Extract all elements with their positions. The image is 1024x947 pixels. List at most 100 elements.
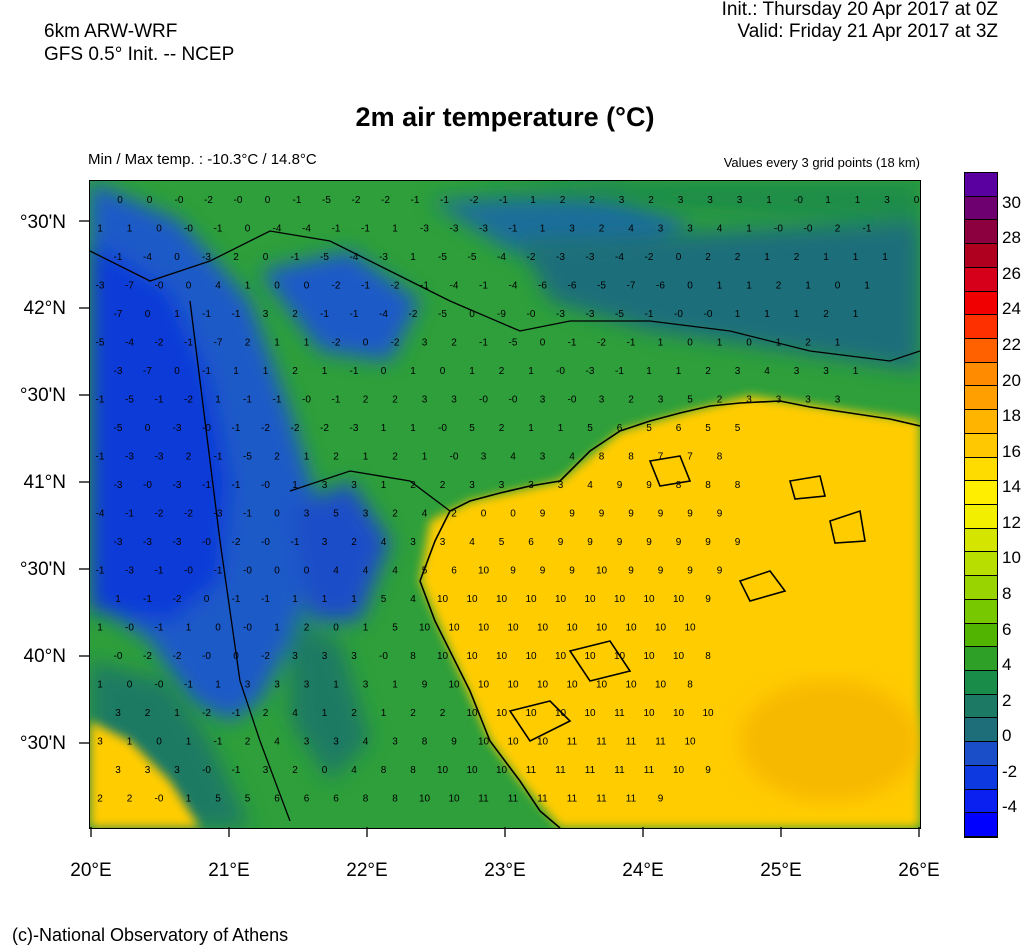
colorbar-label: 16 [1002,441,1021,461]
grid-value: -1 [499,195,508,206]
grid-value: -1 [184,338,193,349]
grid-value: 3 [540,395,546,406]
grid-value: 2 [304,623,310,634]
grid-value: 8 [735,480,741,491]
grid-value: 1 [186,737,192,748]
grid-value: -1 [232,708,241,719]
grid-value: 1 [127,224,133,235]
grid-value: 3 [658,224,664,235]
colorbar-swatch [965,196,997,221]
grid-value: 10 [525,651,537,662]
grid-value: -3 [586,252,595,263]
grid-value: -0 [774,224,783,235]
grid-value: 3 [687,224,693,235]
lat-label: 40°N [23,646,66,667]
grid-value: -7 [125,281,134,292]
grid-value: 1 [263,366,269,377]
grid-value: -1 [411,195,420,206]
grid-value: 10 [566,623,578,634]
grid-value: 8 [705,651,711,662]
grid-value: 0 [245,224,251,235]
grid-value: -2 [332,338,341,349]
grid-value: -4 [302,224,311,235]
colorbar-swatch [965,410,997,434]
grid-value: 9 [646,480,652,491]
warm-patch [740,681,920,801]
grid-value: 5 [215,794,221,805]
grid-value: -0 [527,309,536,320]
grid-value: 10 [555,708,567,719]
grid-value: 2 [127,794,133,805]
colorbar-swatch [965,481,997,505]
grid-value: -0 [114,651,123,662]
model-init-source: GFS 0.5° Init. -- NCEP [44,44,235,65]
grid-value: 3 [884,195,890,206]
grid-value: -2 [409,309,418,320]
grid-value: 11 [567,794,578,805]
grid-value: -1 [479,281,488,292]
grid-value: 10 [478,680,490,691]
grid-value: -3 [556,309,565,320]
grid-value: 10 [537,737,549,748]
grid-value: 4 [764,366,770,377]
grid-value: -1 [96,566,105,577]
grid-value: 0 [333,623,339,634]
grid-value: -3 [114,537,123,548]
grid-value: 6 [451,566,457,577]
grid-value: -0 [794,195,803,206]
grid-value: 11 [508,794,519,805]
grid-value: 1 [825,195,831,206]
temperature-map: 0 0 -0 -2 -0 0 -1 -5 -2 -2 -1 -1 -2 -1 1 2 2 3 2 3 3 3 1 -0 1 1 3 0… [89,180,921,829]
grid-value: -3 [479,224,488,235]
grid-value: -0 [261,537,270,548]
grid-value: 10 [684,737,696,748]
grid-value: 1 [97,224,103,235]
grid-value: 2 [705,252,711,263]
grid-value: -0 [202,651,211,662]
grid-value: 3 [97,737,103,748]
grid-value: -2 [261,651,270,662]
grid-value: 3 [410,537,416,548]
map-canvas: 0 0 -0 -2 -0 0 -1 -5 -2 -2 -1 -1 -2 -1 1 2 2 3 2 3 3 3 1 -0 1 1 3 0… [90,181,920,828]
grid-value: 1 [174,708,180,719]
grid-value: -1 [202,366,211,377]
grid-value: 11 [614,765,625,776]
grid-value: 3 [776,395,782,406]
grid-value: -1 [114,252,123,263]
grid-value: 10 [673,708,685,719]
grid-value: -1 [332,395,341,406]
grid-value: 0 [687,338,693,349]
grid-value: 2 [351,537,357,548]
grid-value: 0 [263,252,269,263]
grid-value: 0 [304,566,310,577]
grid-value: -1 [243,509,252,520]
grid-value: 0 [676,252,682,263]
grid-value: 10 [448,794,460,805]
colorbar-label: 22 [1002,334,1021,354]
grid-value: 0 [215,623,221,634]
grid-value: 9 [558,537,564,548]
grid-value: 9 [705,537,711,548]
grid-value: -7 [143,366,152,377]
grid-value: -3 [173,423,182,434]
colorbar-swatch [965,813,997,837]
grid-value: -3 [155,452,164,463]
grid-value: -5 [320,252,329,263]
grid-value: -4 [125,338,134,349]
grid-value: -0 [202,537,211,548]
grid-value: -3 [173,480,182,491]
grid-value: -2 [352,195,361,206]
grid-value: 10 [643,708,655,719]
grid-value: -9 [497,309,506,320]
grid-value: -5 [114,423,123,434]
lat-label: 42°N [23,298,66,319]
grid-value: -1 [184,680,193,691]
grid-value: 0 [117,195,123,206]
grid-value: 9 [705,765,711,776]
grid-value: 11 [555,765,566,776]
grid-value: 8 [676,480,682,491]
colorbar-swatch [965,173,997,197]
grid-value: 1 [215,680,221,691]
grid-value: 2 [589,195,595,206]
grid-value: 1 [422,452,428,463]
